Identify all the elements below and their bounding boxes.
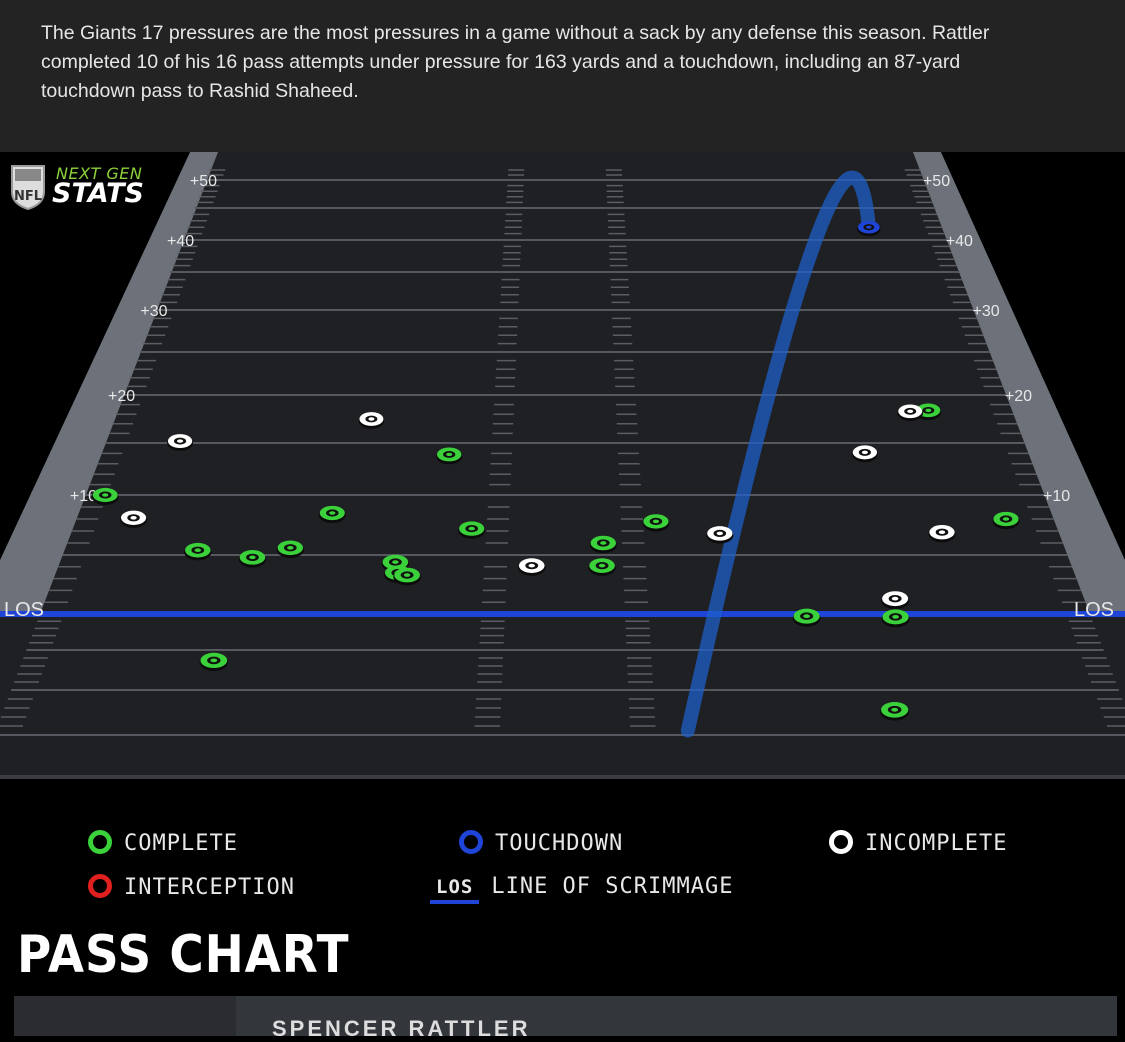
pass-marker-core: [130, 516, 137, 520]
interception-dot-icon: [88, 874, 112, 898]
pass-marker-core: [925, 408, 932, 413]
touchdown-pass-path: [680, 170, 876, 738]
legend-complete: COMPLETE: [88, 830, 238, 856]
pass-marker-core: [938, 530, 946, 535]
left-outside: [0, 152, 190, 560]
legend-label: TOUCHDOWN: [495, 831, 624, 856]
pass-marker-core: [403, 573, 411, 577]
nfl-shield-icon: NFL: [11, 165, 45, 211]
player-panel-side: [14, 996, 236, 1036]
pass-marker-core: [468, 526, 475, 531]
incomplete-dot-icon: [829, 830, 853, 854]
pass-marker-core: [652, 519, 660, 524]
legend-label: INTERCEPTION: [124, 875, 295, 900]
legend-label: COMPLETE: [124, 831, 238, 856]
y-tick-label-right: +10: [1043, 488, 1070, 505]
pass-marker-core: [891, 596, 899, 601]
logo-next-gen: NEXT GEN: [56, 164, 143, 183]
y-tick-label-left: +30: [140, 303, 167, 320]
pass-chart-field: +10 +10 +20 +20 +30 +30 +40 +40 +50 +50 LOS LOS: [0, 152, 1125, 779]
pass-marker-core: [329, 511, 336, 515]
logo-stats: STATS: [52, 178, 144, 209]
pass-marker-core: [600, 541, 607, 545]
pass-marker-core: [866, 225, 872, 229]
pass-marker-core: [891, 707, 899, 712]
player-name: SPENCER RATTLER: [272, 1016, 531, 1041]
pass-marker-core: [892, 615, 899, 619]
pass-marker-core: [368, 417, 375, 421]
legend-los: LOS LINE OF SCRIMMAGE: [430, 874, 734, 904]
los-label-right: LOS: [1074, 599, 1114, 621]
y-tick-label-right: +50: [923, 173, 950, 190]
pass-marker-core: [102, 493, 109, 497]
y-tick-label-right: +30: [972, 303, 999, 320]
caption-text: The Giants 17 pressures are the most pre…: [41, 22, 990, 102]
pass-marker-core: [446, 452, 453, 457]
right-sideline: [913, 152, 1125, 614]
legend-touchdown: TOUCHDOWN: [459, 830, 623, 856]
pass-marker-core: [1002, 517, 1010, 521]
caption-box: The Giants 17 pressures are the most pre…: [0, 0, 1125, 152]
los-key-icon: LOS: [430, 876, 480, 904]
pass-marker-core: [287, 545, 294, 550]
pass-marker-core: [177, 439, 184, 443]
y-tick-label-right: +20: [1005, 388, 1032, 405]
pass-marker-core: [249, 555, 256, 560]
legend-incomplete: INCOMPLETE: [829, 830, 1007, 856]
los-label-left: LOS: [4, 599, 44, 621]
pass-marker-core: [210, 658, 218, 663]
legend-label: LINE OF SCRIMMAGE: [491, 874, 734, 899]
next-gen-stats-logo: NFL NEXT GEN STATS: [8, 162, 168, 212]
legend-label: INCOMPLETE: [865, 831, 1008, 856]
svg-text:NFL: NFL: [14, 189, 42, 204]
field-surface: [0, 152, 1125, 775]
y-tick-label-left: +40: [167, 233, 194, 250]
pass-marker-core: [392, 560, 399, 564]
pass-marker-core: [528, 563, 535, 568]
pass-marker-core: [598, 563, 606, 568]
page-title: PASS CHART: [17, 925, 350, 985]
pass-marker-core: [803, 614, 810, 619]
right-outside: [941, 152, 1125, 560]
legend-interception: INTERCEPTION: [88, 874, 295, 900]
touchdown-dot-icon: [459, 830, 483, 854]
left-sideline: [0, 152, 218, 614]
pass-marker-core: [861, 450, 868, 455]
complete-dot-icon: [88, 830, 112, 854]
line-of-scrimmage: [0, 611, 1125, 617]
y-tick-label-left: +20: [108, 388, 135, 405]
pass-marker-core: [907, 409, 914, 414]
field-bottom-edge: [0, 775, 1125, 779]
player-panel: SPENCER RATTLER: [14, 996, 1117, 1041]
pass-marker-core: [194, 548, 201, 553]
pass-marker-core: [716, 531, 723, 536]
y-tick-label-left: +50: [190, 173, 217, 190]
y-tick-label-left: +10: [70, 488, 97, 505]
y-tick-label-right: +40: [946, 233, 973, 250]
